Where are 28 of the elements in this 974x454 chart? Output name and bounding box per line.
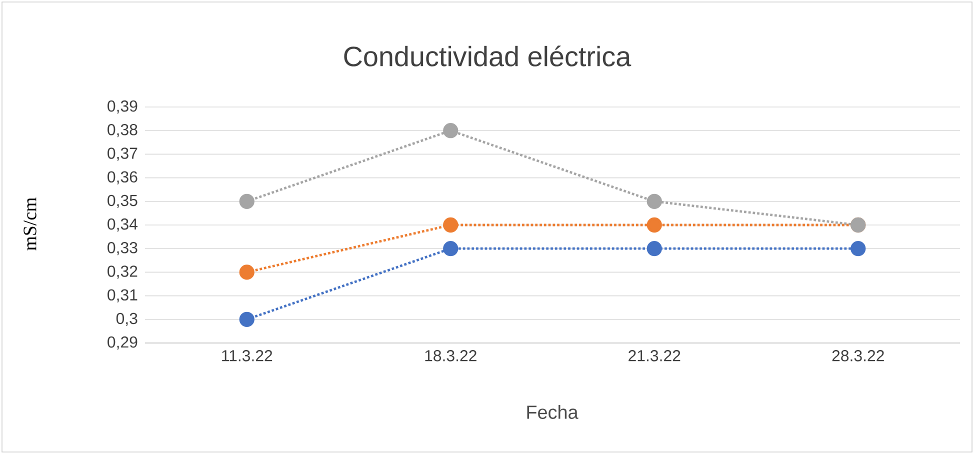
point [443,123,458,138]
y-tick-label: 0,31 [108,289,138,302]
y-tick-label: 0,37 [108,148,138,161]
point [443,217,458,233]
point [646,217,662,233]
x-tick-label: 28.3.22 [832,350,884,362]
point [239,264,254,280]
point [239,312,254,327]
point [850,241,866,256]
x-tick-label: 18.3.22 [425,350,476,362]
y-tick-label: 0,35 [108,194,138,208]
point [443,241,458,256]
point [646,194,662,209]
chart-title: Conductividad eléctrica [344,46,632,66]
y-tick-label: 0,38 [108,124,138,138]
x-axis-title: Fecha [527,405,578,419]
y-tick-label: 0,36 [108,171,138,184]
y-tick-label: 0,3 [116,312,138,326]
y-axis-title: mS/cm [24,197,36,250]
y-tick-label: 0,39 [108,100,138,114]
y-tick-label: 0,34 [108,218,138,232]
x-tick-label: 11.3.22 [222,350,272,362]
point [239,194,254,209]
y-tick-label: 0,29 [108,336,138,350]
y-tick-label: 0,33 [108,242,138,256]
y-tick-label: 0,32 [108,266,138,279]
point [646,241,662,256]
x-tick-label: 21.3.22 [628,350,680,362]
